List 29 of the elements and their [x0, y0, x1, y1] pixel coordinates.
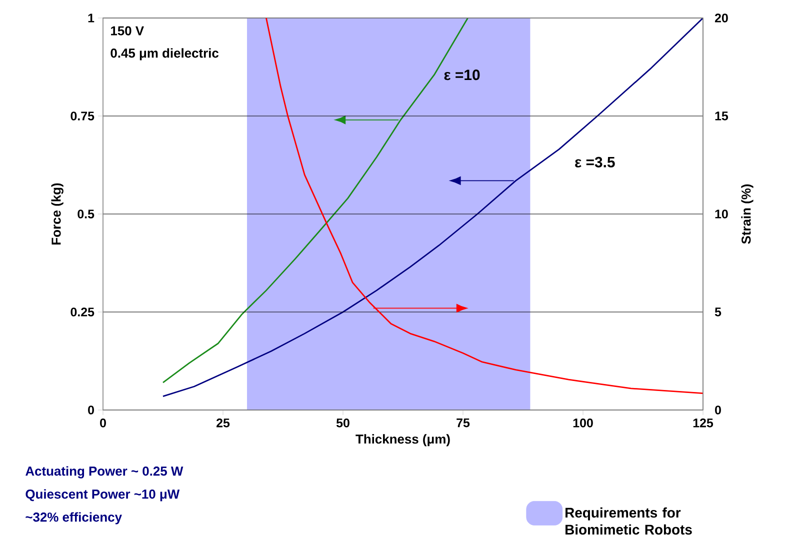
x-axis-title: Thickness (μm): [356, 434, 450, 446]
line-series: [162, 18, 704, 397]
y-tick-label: 0.75: [70, 112, 94, 120]
y2-tick-label: 5: [714, 308, 722, 316]
annotation: 0.45 μm dielectric: [110, 48, 219, 60]
y2-axis-title: Strain (%): [741, 184, 754, 244]
text: Quiescent Power ~10 μW: [26, 489, 180, 502]
x-tick-label: 50: [336, 418, 350, 428]
text: Actuating Power ~ 0.25 W: [26, 466, 184, 478]
y-tick-label: 0.25: [70, 308, 94, 316]
series-label: ε =10: [444, 70, 480, 80]
y-axis-title: Force (kg): [51, 183, 64, 244]
y2-tick-label: 15: [715, 112, 728, 120]
x-tick-label: 75: [456, 418, 470, 428]
x-tick-label: 25: [216, 418, 230, 428]
line-series: [266, 18, 704, 394]
y-tick-label: 0: [88, 406, 94, 414]
text: ~32% efficiency: [26, 512, 122, 524]
y-tick-label: 0.5: [78, 210, 94, 218]
x-tick-label: 0: [100, 418, 106, 428]
y2-tick-label: 20: [714, 14, 728, 22]
x-tick-label: 125: [693, 418, 714, 428]
x-tick-label: 100: [573, 418, 593, 428]
legend-label: Requirements for Biomimetic Robots: [566, 507, 692, 535]
annotation: 150 V: [111, 26, 144, 36]
y2-tick-label: 10: [715, 210, 728, 218]
series-label: ε =3.5: [575, 156, 615, 168]
y-tick-label: 1: [88, 14, 94, 22]
y2-tick-label: 0: [715, 406, 721, 414]
